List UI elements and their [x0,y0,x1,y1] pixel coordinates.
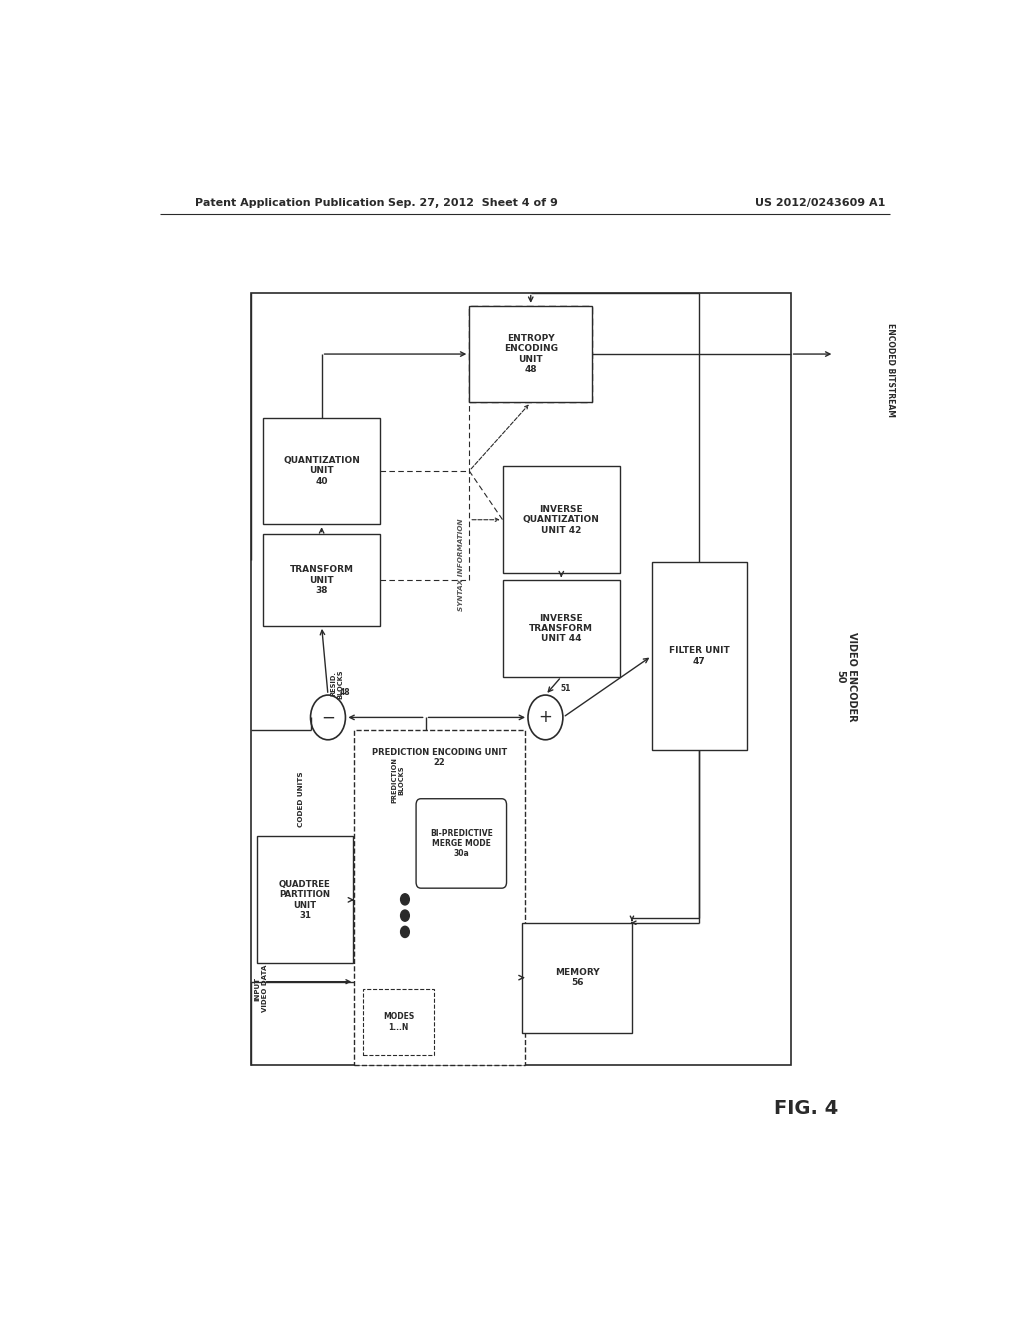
Bar [522,923,632,1032]
Text: MEMORY
56: MEMORY 56 [555,968,599,987]
Text: ENCODED BITSTREAM: ENCODED BITSTREAM [886,323,895,417]
Bar [503,581,621,677]
Text: QUANTIZATION
UNIT
40: QUANTIZATION UNIT 40 [284,455,360,486]
Text: TRANSFORM
UNIT
38: TRANSFORM UNIT 38 [290,565,353,595]
Text: SYNTAX INFORMATION: SYNTAX INFORMATION [459,519,464,611]
Text: FIG. 4: FIG. 4 [774,1100,839,1118]
Circle shape [400,927,410,937]
Text: VIDEO ENCODER
50: VIDEO ENCODER 50 [836,632,857,722]
Text: Patent Application Publication: Patent Application Publication [196,198,385,209]
Bar [263,535,380,626]
Circle shape [400,894,410,906]
Text: +: + [539,709,552,726]
Text: PREDICTION
BLOCKS: PREDICTION BLOCKS [391,758,404,804]
Text: INPUT
VIDEO DATA: INPUT VIDEO DATA [255,965,268,1012]
Text: US 2012/0243609 A1: US 2012/0243609 A1 [755,198,886,209]
Bar [354,730,524,1065]
Text: INVERSE
QUANTIZATION
UNIT 42: INVERSE QUANTIZATION UNIT 42 [523,504,600,535]
Text: −: − [322,709,335,726]
Text: FILTER UNIT
47: FILTER UNIT 47 [669,647,730,665]
Bar [251,293,791,1065]
Bar [469,306,592,403]
Bar [257,837,352,964]
Text: INVERSE
TRANSFORM
UNIT 44: INVERSE TRANSFORM UNIT 44 [529,614,593,643]
Bar [362,989,434,1055]
Text: RESID.
BLOCKS: RESID. BLOCKS [330,669,343,698]
Text: CODED UNITS: CODED UNITS [298,771,304,826]
Bar [469,306,592,403]
Text: MODES
1...N: MODES 1...N [383,1012,415,1031]
Bar [503,466,621,573]
FancyBboxPatch shape [416,799,507,888]
Text: QUADTREE
PARTITION
UNIT
31: QUADTREE PARTITION UNIT 31 [280,879,331,920]
Circle shape [400,909,410,921]
Text: Sep. 27, 2012  Sheet 4 of 9: Sep. 27, 2012 Sheet 4 of 9 [388,198,558,209]
Text: 51: 51 [560,685,570,693]
Text: PREDICTION ENCODING UNIT
22: PREDICTION ENCODING UNIT 22 [372,748,507,767]
Text: BI-PREDICTIVE
MERGE MODE
30a: BI-PREDICTIVE MERGE MODE 30a [430,829,493,858]
Bar [652,562,748,750]
Bar [263,417,380,524]
Text: ENTROPY
ENCODING
UNIT
48: ENTROPY ENCODING UNIT 48 [504,334,558,374]
Text: 48: 48 [340,688,351,697]
